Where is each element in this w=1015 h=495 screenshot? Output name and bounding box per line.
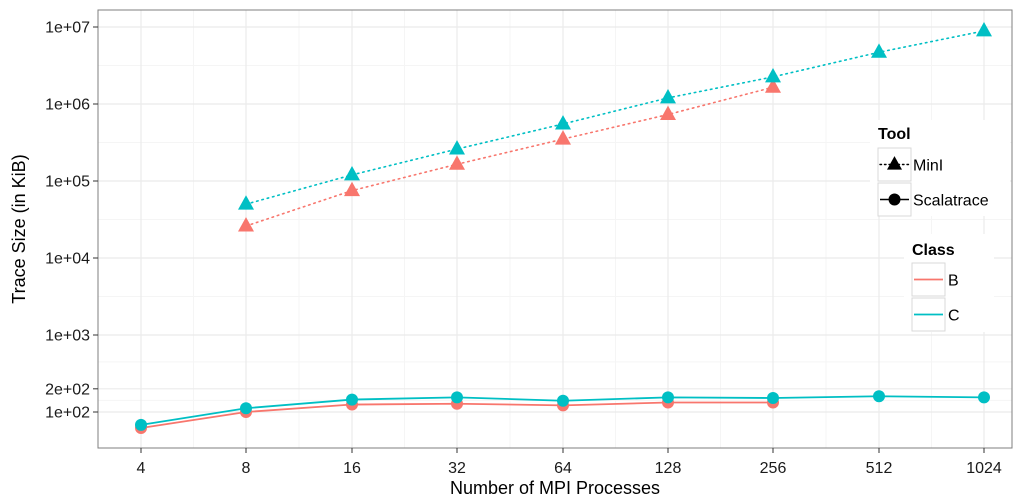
y-tick-label: 1e+05 <box>45 174 90 191</box>
y-tick-label: 1e+04 <box>45 251 90 268</box>
data-point-circle <box>662 391 674 404</box>
data-point-circle <box>557 394 569 407</box>
data-point-triangle <box>344 181 360 197</box>
legend-tool-label: Scalatrace <box>913 193 989 210</box>
legend-marker-triangle <box>887 156 902 170</box>
legend-key-mini <box>877 147 912 182</box>
legend-tool-title: Tool <box>878 126 911 143</box>
legend-class-label: C <box>948 308 960 325</box>
data-point-triangle <box>871 43 887 58</box>
series-mini-c <box>238 21 992 210</box>
x-tick-label: 256 <box>760 460 787 477</box>
x-tick-label: 64 <box>554 460 572 477</box>
legend-class-label: B <box>948 273 959 290</box>
data-point-circle <box>135 418 147 431</box>
legend-tool: Tool MinI Scalatrace <box>870 120 1010 217</box>
data-point-circle <box>978 391 990 404</box>
data-point-triangle <box>660 88 676 104</box>
series-layer <box>135 21 992 434</box>
axis-ticks: 4 8 16 32 64 128 256 512 1024 1e+02 2e+02 1e+03 1e+0… <box>45 20 1002 478</box>
x-axis-title: Number of MPI Processes <box>450 478 660 495</box>
legend-class: Class BC <box>904 234 994 332</box>
legend-marker-circle <box>888 193 901 206</box>
legend-key-scalatrace <box>877 182 912 217</box>
y-axis-title: Trace Size (in KiB) <box>9 154 29 303</box>
x-tick-label: 32 <box>448 460 466 477</box>
legend-class-title: Class <box>912 242 955 259</box>
data-point-circle <box>346 393 358 406</box>
data-point-triangle <box>555 130 571 145</box>
y-tick-label: 1e+03 <box>45 328 90 345</box>
data-point-triangle <box>238 195 254 210</box>
x-tick-label: 128 <box>655 460 682 477</box>
data-point-triangle <box>976 21 992 37</box>
legend-key-class-c <box>911 297 946 332</box>
data-point-triangle <box>660 105 676 120</box>
series-line-mini-b <box>245 86 774 227</box>
y-tick-label: 1e+07 <box>45 20 90 37</box>
x-tick-label: 4 <box>137 460 146 477</box>
legend-tool-items: MinI Scalatrace <box>877 147 989 217</box>
legend-key-class-b <box>911 262 946 297</box>
series-scalatrace-c <box>135 390 990 431</box>
data-point-triangle <box>238 217 254 232</box>
x-tick-label: 8 <box>242 460 251 477</box>
y-tick-label: 1e+06 <box>45 97 90 114</box>
x-tick-label: 1024 <box>966 460 1002 477</box>
series-line-mini-c <box>245 30 985 205</box>
data-point-circle <box>767 391 779 404</box>
x-tick-label: 512 <box>866 460 893 477</box>
data-point-triangle <box>449 155 465 170</box>
y-tick-label: 1e+02 <box>45 405 90 422</box>
data-point-circle <box>451 391 463 404</box>
data-point-circle <box>240 402 252 415</box>
legend-tool-label: MinI <box>913 158 943 175</box>
data-point-triangle <box>765 67 781 83</box>
plot-panel-border <box>97 9 1013 449</box>
data-point-circle <box>873 390 885 403</box>
x-tick-label: 16 <box>343 460 361 477</box>
y-tick-label: 2e+02 <box>45 381 90 398</box>
data-point-triangle <box>765 78 781 93</box>
legend-class-items: BC <box>911 262 960 332</box>
grid-lines <box>98 10 1012 448</box>
data-point-triangle <box>555 115 571 130</box>
data-point-triangle <box>449 140 465 155</box>
data-point-triangle <box>344 165 360 181</box>
series-mini-b <box>238 78 781 232</box>
